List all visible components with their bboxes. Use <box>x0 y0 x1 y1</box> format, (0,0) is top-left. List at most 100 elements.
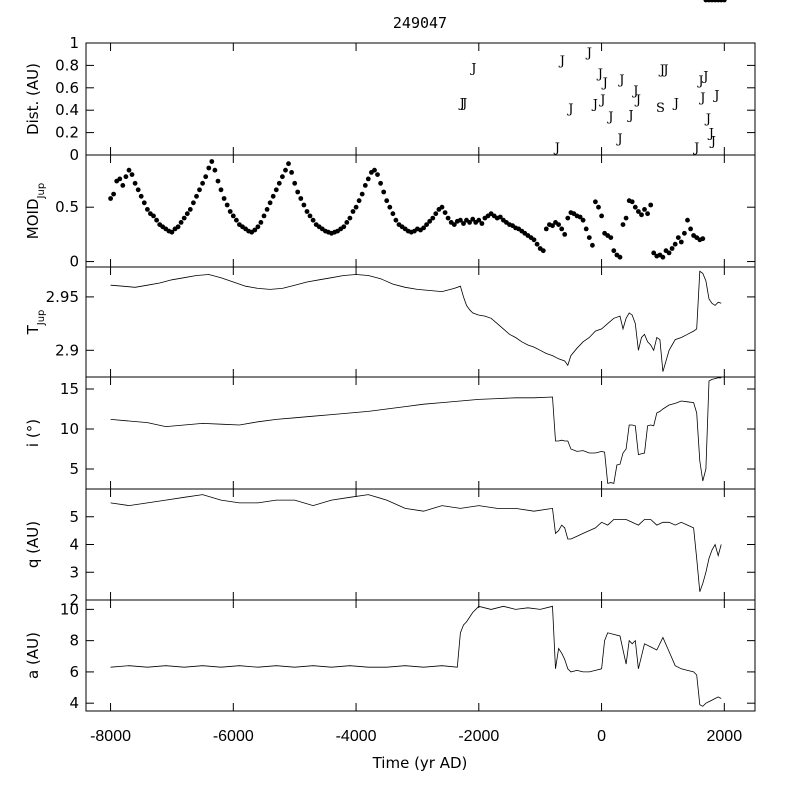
data-point <box>365 176 371 182</box>
encounter-marker: J <box>661 63 668 78</box>
y-axis-label-inc: i (°) <box>24 419 42 447</box>
data-point <box>194 193 199 199</box>
y-axis-label-tjup: TJup <box>24 310 47 336</box>
data-point <box>307 213 313 219</box>
data-point <box>700 236 706 242</box>
data-point <box>534 241 540 247</box>
data-point <box>467 220 472 225</box>
y-tick-label: 2 <box>69 591 79 609</box>
encounter-marker: J <box>458 96 465 111</box>
encounter-marker: J <box>704 112 711 127</box>
data-point <box>276 180 282 186</box>
data-point <box>639 212 644 218</box>
panel-frame-inc <box>85 376 756 490</box>
encounter-marker: J <box>460 96 467 111</box>
data-point <box>451 222 457 228</box>
series-line-inc <box>110 377 722 484</box>
data-point <box>642 207 647 212</box>
encounter-marker: J <box>585 46 592 61</box>
data-point <box>562 232 568 237</box>
encounter-marker: J <box>634 93 641 108</box>
data-point <box>479 221 485 226</box>
data-point <box>461 221 466 226</box>
data-point <box>623 215 629 221</box>
y-tick-label: 10 <box>60 420 79 438</box>
data-point <box>678 239 684 245</box>
data-point <box>191 200 196 206</box>
data-point <box>255 224 261 230</box>
encounter-marker: J <box>553 141 560 156</box>
data-point <box>666 250 672 256</box>
data-point <box>421 225 426 231</box>
data-point <box>427 218 433 224</box>
data-point <box>117 176 123 182</box>
data-point <box>540 248 546 254</box>
data-point <box>608 235 614 241</box>
data-point <box>197 187 202 193</box>
data-point <box>120 183 126 188</box>
data-point <box>359 191 365 197</box>
y-tick-label: 3 <box>69 563 79 581</box>
data-point <box>390 211 396 217</box>
data-point <box>252 227 258 233</box>
data-point <box>126 167 132 173</box>
x-tick-label: -4000 <box>336 728 377 745</box>
data-point <box>559 226 565 232</box>
data-point <box>280 174 285 180</box>
encounter-marker: J <box>712 89 719 104</box>
x-axis: -8000 -6000 -4000 -2000 0 2000 <box>90 728 742 745</box>
encounter-marker: J <box>658 63 665 78</box>
data-point <box>617 254 623 260</box>
data-point <box>672 241 678 247</box>
encounter-marker: J <box>672 96 679 111</box>
x-tick-label: -2000 <box>458 728 499 745</box>
x-axis-label: Time (yr AD) <box>372 754 468 772</box>
data-point <box>304 209 310 214</box>
data-point <box>111 191 116 197</box>
data-point <box>550 223 555 229</box>
data-point <box>629 199 635 205</box>
data-point <box>181 215 187 221</box>
data-point <box>586 235 592 241</box>
data-point <box>227 209 233 214</box>
panel-frame-dist <box>85 42 756 156</box>
x-tick-label: 0 <box>597 728 606 745</box>
data-point <box>283 167 288 173</box>
data-point <box>372 167 377 173</box>
encounter-marker: J <box>709 134 716 149</box>
y-tick-label: 4 <box>69 536 79 554</box>
y-axis-label-dist: Dist. (AU) <box>24 63 42 135</box>
data-point <box>424 222 429 228</box>
data-point <box>353 204 359 210</box>
data-point <box>154 217 160 223</box>
encounter-marker: J <box>596 67 603 82</box>
encounter-marker: S <box>656 101 665 116</box>
data-point <box>123 174 129 180</box>
encounter-marker: J <box>601 76 608 91</box>
encounter-marker: J <box>566 102 573 117</box>
panel-frame-moid <box>85 154 756 268</box>
data-point <box>381 189 387 195</box>
panel-a: 4 6 8 10 a (AU) <box>24 599 756 712</box>
data-point <box>442 210 448 216</box>
data-point <box>341 224 347 230</box>
data-point <box>178 220 184 225</box>
panel-inc: 5 10 15 i (°) <box>24 376 756 490</box>
data-point <box>129 172 135 178</box>
encounter-marker: J <box>591 98 598 113</box>
data-point <box>685 217 690 223</box>
y-tick-label: 0.8 <box>55 56 79 74</box>
data-point <box>224 202 230 208</box>
encounter-marker: J <box>698 91 705 106</box>
data-point <box>384 198 390 204</box>
data-point <box>632 204 638 210</box>
data-point <box>580 217 586 223</box>
series-line-tjup <box>110 270 722 372</box>
x-tick-label: -6000 <box>213 728 254 745</box>
y-tick-label: 8 <box>69 632 79 650</box>
data-point <box>184 211 190 217</box>
data-point <box>393 217 399 223</box>
data-point <box>221 196 227 201</box>
data-point <box>200 180 206 186</box>
